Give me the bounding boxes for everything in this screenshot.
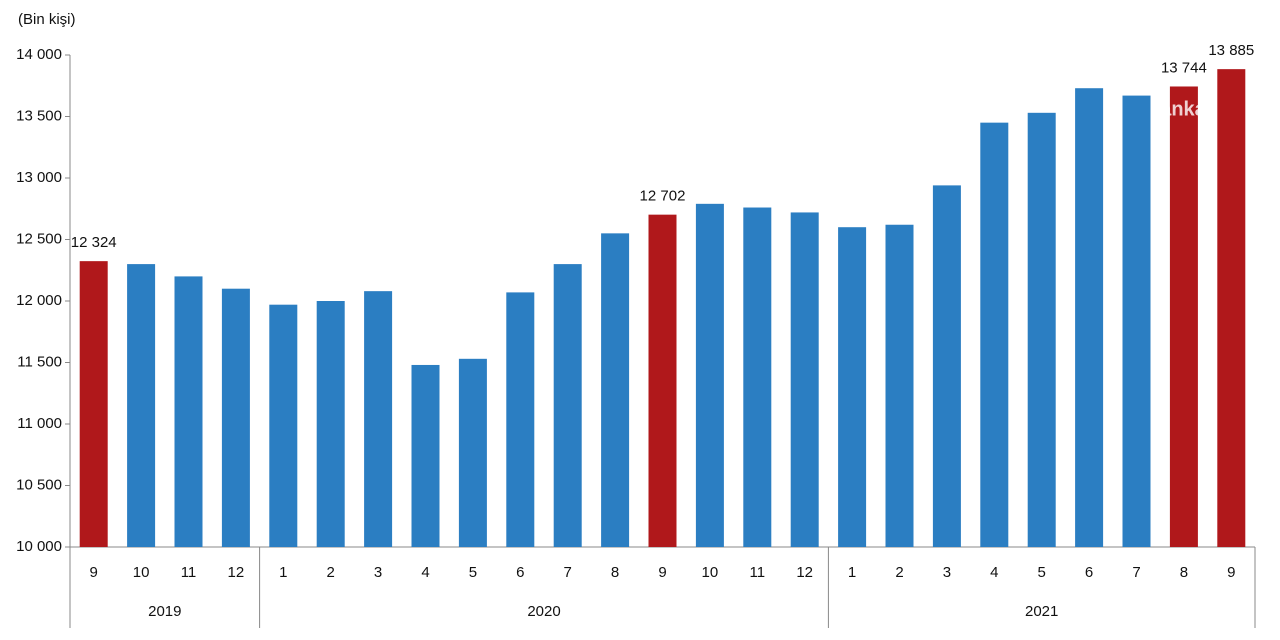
x-tick-label: 8 [1180, 564, 1188, 581]
bar [506, 292, 535, 547]
bar [695, 203, 724, 547]
x-tick-label: 6 [516, 564, 524, 581]
x-tick-label: 11 [750, 564, 766, 581]
x-tick-label: 11 [181, 564, 197, 581]
bar [174, 276, 203, 547]
y-axis-label: (Bin kişi) [18, 11, 76, 28]
x-tick-label: 10 [133, 564, 150, 581]
x-tick-label: 4 [990, 564, 998, 581]
x-tick-label: 1 [848, 564, 856, 581]
x-tick-label: 12 [228, 564, 245, 581]
bar [458, 358, 487, 547]
year-label: 2019 [148, 603, 181, 620]
bar [1075, 88, 1104, 548]
x-tick-label: 10 [702, 564, 719, 581]
bar [79, 261, 108, 547]
y-tick-label: 13 500 [16, 107, 62, 124]
x-tick-label: 7 [564, 564, 572, 581]
x-tick-label: 8 [611, 564, 619, 581]
bar [743, 207, 772, 547]
bar [980, 122, 1009, 548]
value-label: 12 324 [71, 234, 117, 251]
bar [364, 291, 393, 547]
bar [790, 212, 819, 547]
bar [1122, 95, 1151, 547]
bar [316, 301, 345, 547]
value-label: 13 885 [1208, 42, 1254, 59]
bar [838, 227, 867, 547]
y-tick-label: 11 000 [17, 415, 62, 432]
bar [411, 364, 440, 547]
x-tick-label: 5 [1038, 564, 1046, 581]
x-tick-label: 3 [374, 564, 382, 581]
value-label: 12 702 [640, 188, 686, 205]
x-tick-label: 1 [279, 564, 287, 581]
x-tick-label: 12 [796, 564, 813, 581]
bar [1027, 112, 1056, 547]
bar [553, 264, 582, 547]
watermark: anka [1160, 98, 1206, 120]
x-tick-label: 5 [469, 564, 477, 581]
bar [601, 233, 630, 547]
y-tick-label: 12 500 [16, 230, 62, 247]
x-tick-label: 9 [1227, 564, 1235, 581]
year-label: 2020 [527, 603, 560, 620]
x-tick-label: 9 [658, 564, 666, 581]
x-tick-label: 2 [327, 564, 335, 581]
y-tick-label: 10 500 [16, 476, 62, 493]
x-tick-label: 4 [421, 564, 429, 581]
x-tick-label: 3 [943, 564, 951, 581]
bar [1169, 86, 1198, 547]
y-tick-label: 10 000 [16, 538, 62, 555]
x-tick-label: 9 [90, 564, 98, 581]
bar [1217, 69, 1246, 548]
bar [127, 264, 156, 547]
bar [932, 185, 961, 547]
bar [648, 214, 677, 548]
y-tick-label: 14 000 [16, 46, 62, 63]
bar [269, 304, 298, 547]
y-tick-label: 11 500 [17, 353, 62, 370]
year-label: 2021 [1025, 603, 1058, 620]
y-tick-label: 13 000 [16, 169, 62, 186]
x-tick-label: 2 [895, 564, 903, 581]
bar [221, 288, 250, 547]
bar [885, 224, 914, 548]
value-label: 13 744 [1161, 59, 1207, 76]
y-tick-label: 12 000 [16, 292, 62, 309]
x-tick-label: 6 [1085, 564, 1093, 581]
x-tick-label: 7 [1132, 564, 1140, 581]
